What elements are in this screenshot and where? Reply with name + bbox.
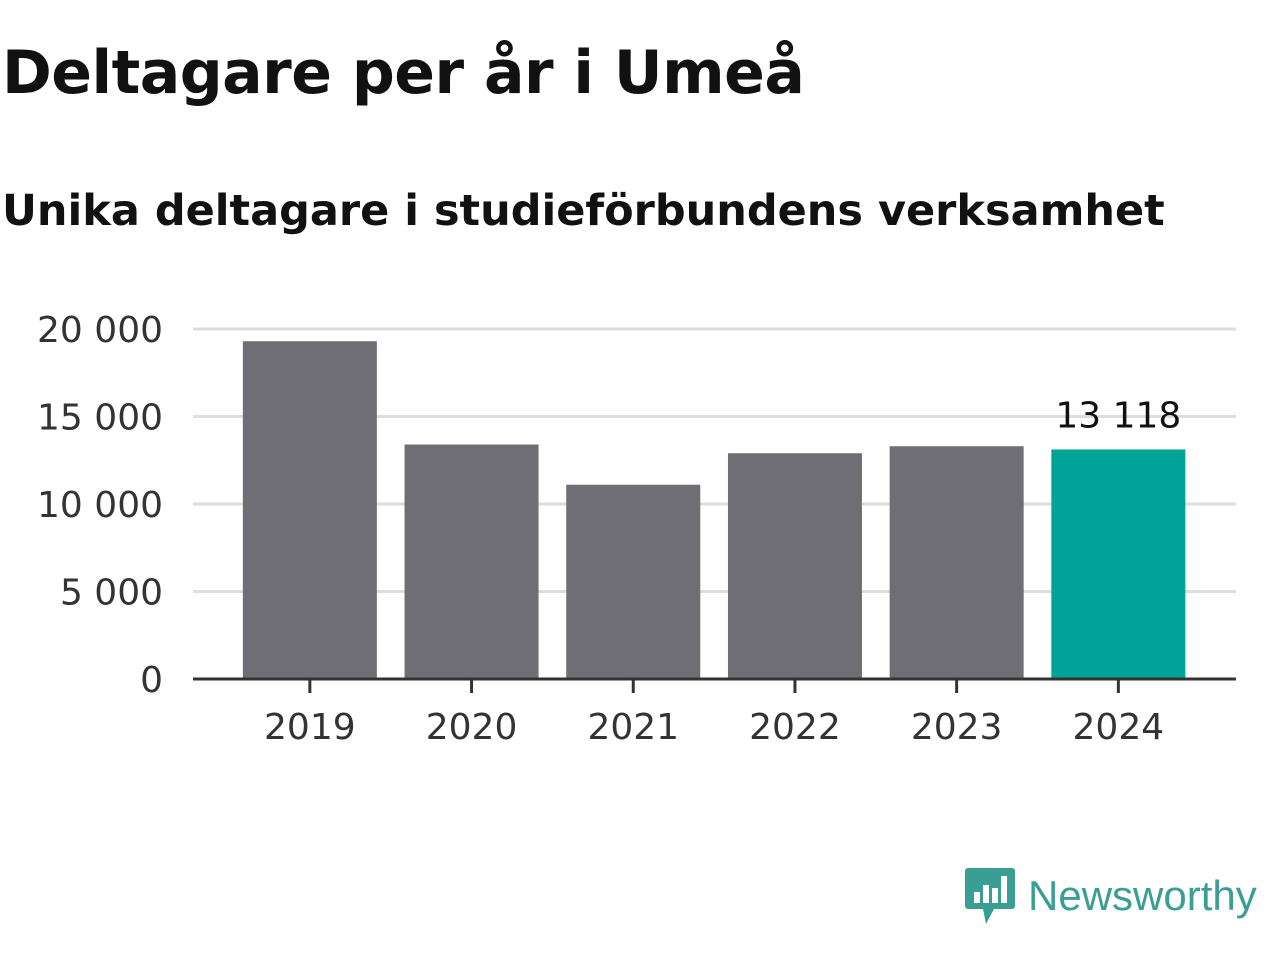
chart-subtitle: Unika deltagare i studieförbundens verks… xyxy=(2,186,1165,236)
x-tick-label: 2022 xyxy=(749,707,841,748)
y-tick-label: 15 000 xyxy=(37,398,163,439)
bar-2019 xyxy=(242,341,377,679)
x-tick-label: 2023 xyxy=(911,707,1003,748)
y-tick-label: 0 xyxy=(140,660,163,701)
y-tick-label: 10 000 xyxy=(37,485,163,526)
labels: 0 5 000 10 000 15 000 20 000 2019 2020 2021 2022… xyxy=(37,310,1181,748)
bar-2023 xyxy=(889,446,1024,679)
bar-2022 xyxy=(727,453,862,679)
chart-title: Deltagare per år i Umeå xyxy=(2,38,805,108)
y-tick-label: 20 000 xyxy=(37,310,163,351)
bars xyxy=(242,341,1186,679)
x-tick-label: 2024 xyxy=(1073,707,1165,748)
data-label: 13 118 xyxy=(1055,395,1181,436)
bar-2024 xyxy=(1051,449,1186,679)
newsworthy-logo: Newsworthy xyxy=(964,864,1257,928)
x-axis xyxy=(193,677,1236,693)
x-tick-label: 2019 xyxy=(264,707,356,748)
brand-name: Newsworthy xyxy=(1028,872,1257,919)
x-tick-label: 2020 xyxy=(426,707,518,748)
x-tick-label: 2021 xyxy=(587,707,679,748)
bar-2020 xyxy=(404,444,539,679)
y-tick-label: 5 000 xyxy=(60,573,163,614)
bar-chart-speech-bubble-icon xyxy=(965,868,1015,924)
bar-2021 xyxy=(566,484,701,679)
